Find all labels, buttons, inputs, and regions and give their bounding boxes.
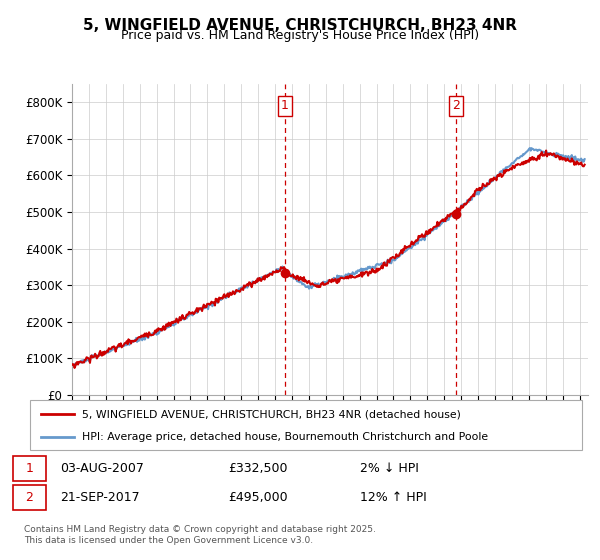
Text: 21-SEP-2017: 21-SEP-2017 <box>60 491 140 504</box>
Text: Price paid vs. HM Land Registry's House Price Index (HPI): Price paid vs. HM Land Registry's House … <box>121 29 479 42</box>
Text: 1: 1 <box>281 100 289 113</box>
Text: 2: 2 <box>452 100 460 113</box>
Text: 2% ↓ HPI: 2% ↓ HPI <box>360 462 419 475</box>
Text: 1: 1 <box>25 462 34 475</box>
Text: HPI: Average price, detached house, Bournemouth Christchurch and Poole: HPI: Average price, detached house, Bour… <box>82 432 488 442</box>
Text: £495,000: £495,000 <box>228 491 287 504</box>
Text: 03-AUG-2007: 03-AUG-2007 <box>60 462 144 475</box>
Text: 12% ↑ HPI: 12% ↑ HPI <box>360 491 427 504</box>
Bar <box>13 484 46 510</box>
Text: 5, WINGFIELD AVENUE, CHRISTCHURCH, BH23 4NR (detached house): 5, WINGFIELD AVENUE, CHRISTCHURCH, BH23 … <box>82 409 461 419</box>
Text: £332,500: £332,500 <box>228 462 287 475</box>
Bar <box>13 455 46 481</box>
Text: Contains HM Land Registry data © Crown copyright and database right 2025.
This d: Contains HM Land Registry data © Crown c… <box>24 525 376 545</box>
Text: 2: 2 <box>25 491 34 504</box>
Text: 5, WINGFIELD AVENUE, CHRISTCHURCH, BH23 4NR: 5, WINGFIELD AVENUE, CHRISTCHURCH, BH23 … <box>83 18 517 33</box>
